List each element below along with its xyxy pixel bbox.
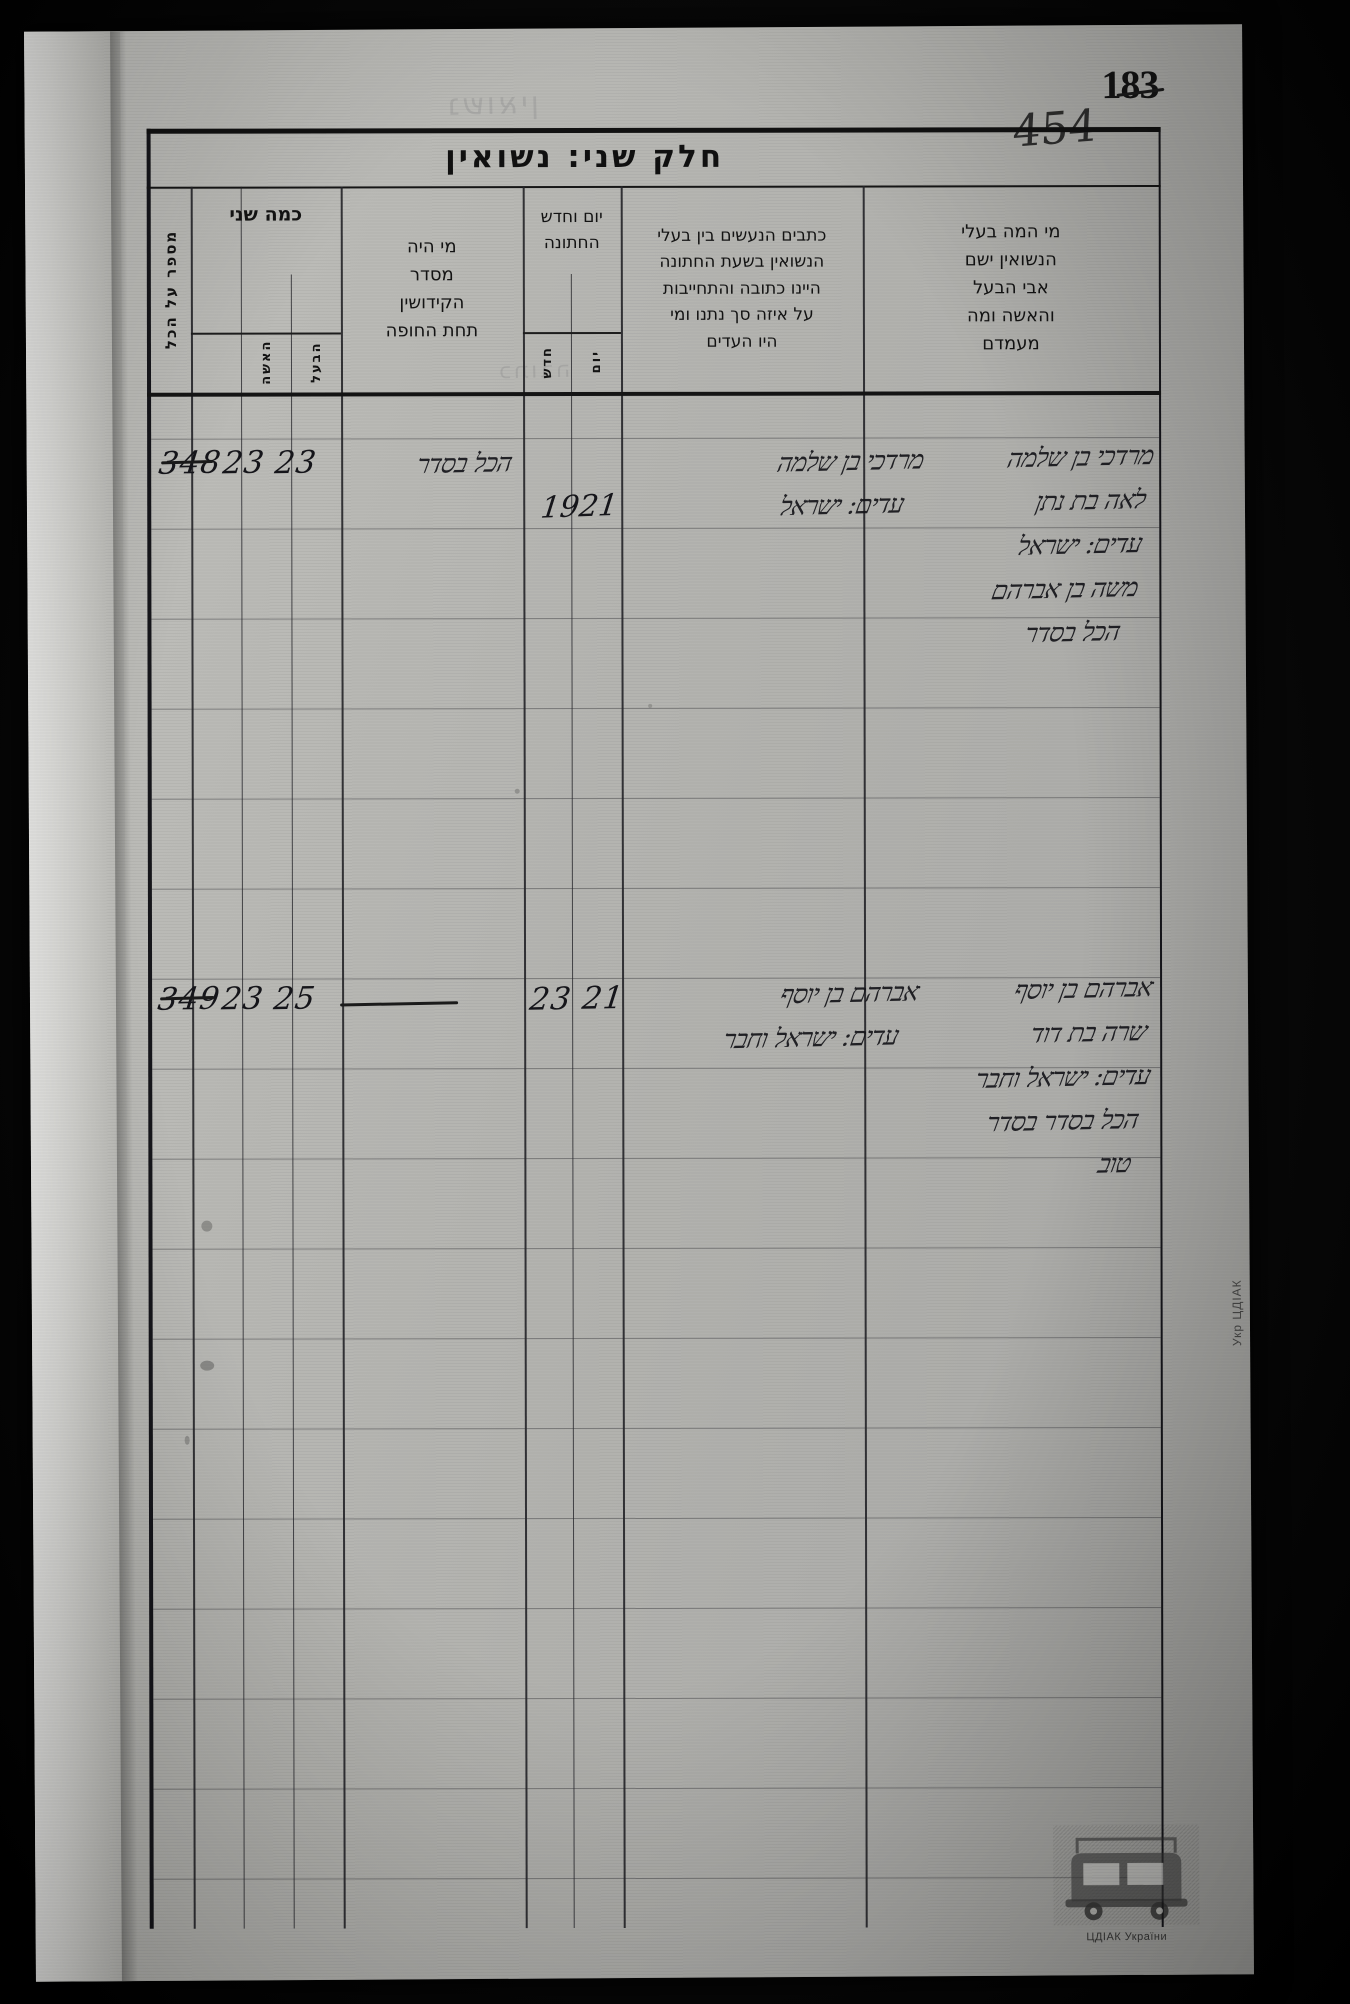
printed-folio-number: 183 — [1101, 61, 1159, 108]
row-couple-line: אברהם בן יוסף — [1011, 973, 1155, 1007]
page-title: חלק שני: נשואין — [445, 138, 725, 176]
row-couple-line: עדים: ישראל וחבר — [973, 1061, 1154, 1095]
row-couple-line: הכל בסדר בסדר — [984, 1105, 1142, 1139]
ruling-line — [153, 1877, 1162, 1880]
header-marriage-documents: כתבים הנעשים בין בעלי הנשואין בשעת החתונ… — [657, 225, 827, 352]
row-documents-line: אברהם בן יוסף — [777, 977, 921, 1011]
archive-stamp: ЦДІАК України — [1051, 1823, 1202, 1944]
ruling-line — [152, 1157, 1161, 1160]
ink-speck — [648, 703, 653, 708]
archive-stamp-caption: ЦДІАК України — [1086, 1930, 1168, 1944]
ink-speck — [201, 1220, 213, 1232]
bleed-through-text: נשואין — [444, 85, 540, 123]
row-age-husband: 25 — [271, 980, 318, 1018]
ruling-line — [153, 1787, 1162, 1790]
side-archive-stamp: Укр ЦДІАК — [1229, 1279, 1245, 1347]
ruling-line — [151, 887, 1160, 890]
ruling-line — [151, 797, 1160, 800]
ruling-line — [152, 1247, 1161, 1250]
row-couple-line: שרה בת דוד — [1028, 1017, 1150, 1050]
row-date: 21 23 — [527, 979, 627, 1018]
ruling-line — [151, 617, 1160, 620]
ruling-line — [153, 1517, 1162, 1520]
ruling-line — [152, 1427, 1161, 1430]
register-page: נשואין כתובה 183 454 חלק שני: נשואין — [24, 24, 1254, 1982]
table-body: 348 23 23 הכל בסדר מרדכי בן שלמה עדים: י… — [151, 391, 1162, 1929]
ruling-line — [151, 527, 1160, 530]
ruling-line — [152, 977, 1161, 980]
table-header-row: מספר על הכל כמה שני האשה הבעל מי היה מסד… — [151, 185, 1159, 393]
row-officiant: הכל בסדר — [414, 448, 515, 481]
row-couple-line: משה בן אברהם — [988, 573, 1141, 607]
ink-speck — [514, 788, 520, 794]
row-documents-line: עדים: ישראל וחבר — [721, 1021, 902, 1056]
row-age-wife: 23 — [219, 980, 266, 1018]
header-couple-names: מי המה בעלי הנשואין ישם אבי הבעל והאשה ו… — [961, 221, 1061, 355]
table-title-band: חלק שני: נשואין — [151, 127, 1159, 187]
row-couple-line: הכל בסדר — [1022, 617, 1123, 650]
row-age-wife: 23 — [220, 444, 267, 482]
ruling-line — [151, 437, 1160, 440]
row-couple-line: טוב — [1095, 1149, 1134, 1180]
header-officiant: מי היה מסדר הקידושין תחת החופה — [385, 236, 479, 342]
row-age-husband: 23 — [272, 444, 319, 482]
header-date-hebrew-month: חדש — [539, 345, 555, 379]
header-date-day: יום — [588, 350, 604, 374]
ruling-line — [151, 707, 1160, 710]
row-couple-line: מרדכי בן שלמה — [1004, 441, 1157, 475]
row-couple-line: עדים: ישראל — [1014, 529, 1145, 562]
ruling-line — [152, 1337, 1161, 1340]
row-documents-line: מרדכי בן שלמה — [774, 445, 927, 479]
ink-speck — [200, 1360, 215, 1371]
row-couple-line: לאה בת נתן — [1033, 485, 1149, 518]
row-year: 1921 — [538, 487, 620, 526]
ruling-line — [153, 1697, 1162, 1700]
row-documents-line: עדים: ישראל — [776, 489, 907, 523]
header-age-husband: הבעל — [308, 341, 324, 384]
officiant-dash — [340, 1001, 459, 1007]
ink-speck — [184, 1435, 190, 1445]
ledger-table: חלק שני: נשואין מספר על הכל כמה שני — [146, 127, 1164, 1929]
header-age-wife: האשה — [258, 339, 274, 386]
ruling-line — [153, 1607, 1162, 1610]
header-running-number: מספר על הכל — [161, 230, 180, 350]
